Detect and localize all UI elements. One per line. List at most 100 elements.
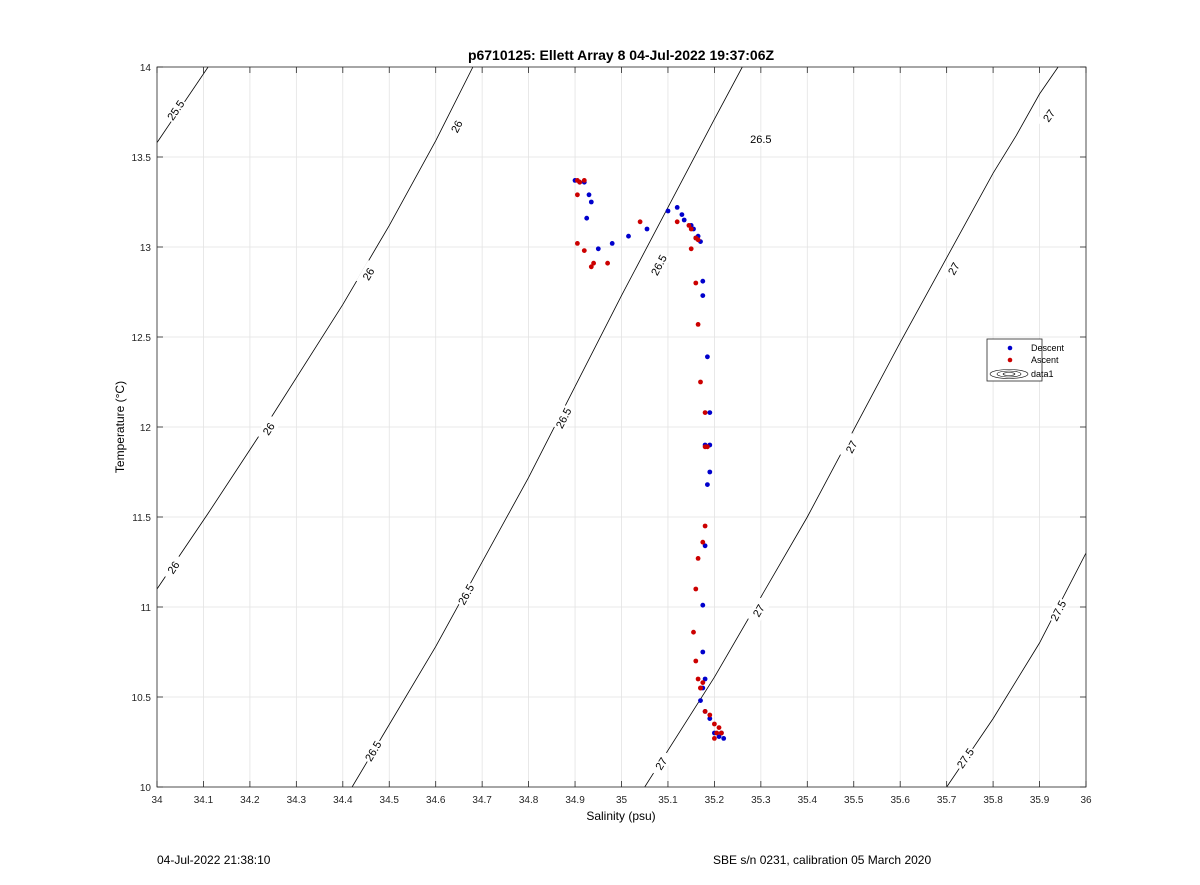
x-tick-label: 34	[151, 795, 163, 806]
ascent-point	[688, 246, 694, 252]
contour-label: 27	[946, 261, 962, 278]
descent-point	[644, 226, 650, 232]
legend-marker-ascent	[1007, 357, 1013, 363]
descent-point	[707, 469, 713, 475]
contour-label-bg	[163, 96, 189, 125]
descent-point	[705, 482, 710, 487]
x-tick-label: 34.6	[426, 795, 446, 806]
legend: Descent Ascent data1	[986, 338, 1065, 382]
y-tick-label: 10	[140, 783, 152, 794]
contour-label-bg	[256, 414, 281, 443]
ascent-point	[691, 629, 696, 635]
ascent-point	[719, 730, 724, 736]
descent-point	[681, 217, 687, 223]
contour-label-bg	[444, 112, 469, 141]
descent-point	[721, 736, 727, 741]
ascent-point	[702, 410, 708, 415]
x-tick-label: 35.8	[983, 795, 1003, 806]
x-tick-label: 34.3	[287, 795, 307, 806]
ascent-point	[712, 721, 717, 727]
contour-line-26.5	[351, 67, 743, 787]
calibration-info: SBE s/n 0231, calibration 05 March 2020	[713, 853, 932, 867]
ascent-point	[695, 556, 701, 561]
x-tick-label: 35.4	[798, 795, 818, 806]
descent-point	[702, 676, 708, 682]
y-tick-label: 12	[140, 423, 152, 434]
ascent-point	[688, 226, 694, 232]
ascent-point	[575, 241, 580, 246]
ascent-point	[605, 260, 610, 266]
x-tick-label: 35.9	[1030, 795, 1050, 806]
x-tick-label: 34.2	[240, 795, 260, 806]
contour-label-bg	[646, 251, 671, 279]
ascent-point	[707, 712, 713, 718]
contour-label: 27	[1041, 108, 1058, 125]
x-tick-label: 35.1	[658, 795, 678, 806]
descent-point	[716, 734, 722, 739]
contour-label: 27	[751, 603, 768, 620]
contour-label-bg	[160, 553, 186, 582]
legend-box	[986, 338, 1043, 382]
contour-label-bg	[748, 132, 773, 146]
x-tick-label: 35.6	[890, 795, 910, 806]
ascent-point	[702, 523, 708, 529]
ascent-point	[581, 248, 587, 254]
grid	[156, 66, 1087, 788]
descent-point	[609, 241, 615, 246]
contour-label: 26	[166, 560, 183, 577]
descent-point	[700, 602, 706, 608]
x-axis-label: Salinity (psu)	[586, 809, 655, 823]
ascent-point	[698, 685, 703, 691]
ascent-point	[693, 658, 699, 664]
contour-label-bg	[356, 260, 381, 288]
contour-line-26	[157, 67, 474, 590]
ascent-point	[637, 219, 643, 225]
descent-point	[700, 293, 706, 298]
contour-label: 26	[449, 119, 465, 135]
contour-label-bg	[360, 737, 386, 765]
legend-label-data1: data1	[1031, 369, 1054, 379]
contour-label-bg	[941, 254, 966, 283]
descent-point	[705, 354, 710, 360]
ascent-point	[702, 444, 708, 450]
x-tick-label: 34.1	[194, 795, 214, 806]
y-tick-label: 11.5	[132, 513, 151, 524]
x-tick-label: 34.5	[380, 795, 400, 806]
contour-label-bg	[746, 596, 771, 625]
ascent-point	[686, 223, 692, 228]
ascent-point	[712, 736, 717, 741]
ascent-point	[714, 730, 720, 736]
descent-point	[674, 205, 680, 210]
contour-label: 26	[261, 421, 278, 438]
descent-point	[700, 649, 706, 655]
ascent-point	[716, 725, 722, 730]
ascent-point	[693, 586, 699, 592]
descent-point	[584, 215, 590, 221]
contour-label: 26	[361, 266, 378, 283]
ascent-point	[581, 178, 587, 183]
ascent-point	[693, 280, 699, 286]
ascent-point	[702, 709, 708, 714]
contour-label-bg	[1036, 101, 1062, 130]
contour-line-27	[644, 67, 1059, 787]
y-tick-label: 13	[140, 243, 152, 254]
contour-label-bg	[648, 749, 674, 778]
ascent-point	[591, 260, 596, 266]
legend-label-ascent: Ascent	[1031, 355, 1059, 365]
x-tick-label: 35.7	[937, 795, 957, 806]
ascent-point	[695, 322, 701, 327]
descent-point	[700, 278, 706, 284]
y-tick-label: 10.5	[132, 693, 152, 704]
x-tick-label: 34.9	[565, 795, 585, 806]
legend-contour-icon	[989, 369, 1029, 379]
ascent-point	[577, 179, 583, 185]
y-tick-label: 14	[140, 63, 152, 74]
descent-point	[588, 199, 594, 205]
chart-title: p6710125: Ellett Array 8 04-Jul-2022 19:…	[468, 47, 775, 63]
x-tick-label: 35.2	[705, 795, 725, 806]
descent-point	[586, 192, 592, 198]
contour-label-bg	[952, 744, 978, 773]
ascent-point	[575, 192, 580, 198]
legend-label-descent: Descent	[1031, 343, 1065, 353]
